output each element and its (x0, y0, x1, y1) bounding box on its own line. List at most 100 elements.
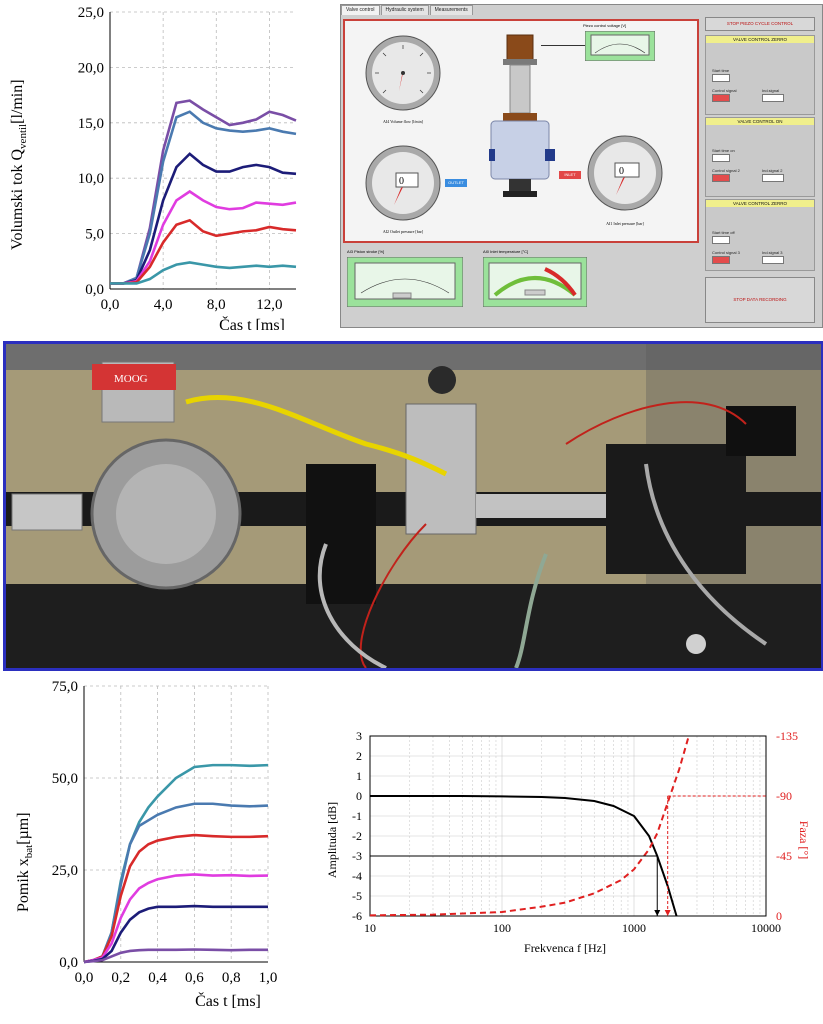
bode-ylabel-left: Amplituda [dB] (325, 802, 339, 878)
x-tick-label: 4,0 (154, 297, 173, 313)
displacement-chart: 0,0 25,0 50,0 75,0 0,0 0,2 0,4 0,6 0,8 1,0 Pomik … (15, 679, 278, 1010)
series-line (110, 110, 297, 285)
series-line (83, 904, 268, 964)
inlet-pressure-gauge: 0 AI1 Inlet pressure [bar] (587, 135, 663, 226)
y-tick-label: 75,0 (52, 679, 78, 695)
displacement-chart-xlabel: Čas t [ms] (195, 991, 261, 1010)
piezo-voltage-meter (585, 31, 655, 61)
moog-label: MOOG (114, 373, 148, 385)
piston-stroke-label: AI3 Piston stroke [%] (347, 249, 385, 254)
piezo-valve-illustration (489, 34, 555, 197)
x-tick-label: 1,0 (259, 970, 278, 986)
start-time-input[interactable] (712, 74, 730, 82)
start-time-input[interactable] (712, 236, 730, 244)
y-tick-label: -3 (352, 849, 362, 863)
annotation-90-arrow (664, 910, 671, 916)
series-line (83, 833, 269, 964)
control-signal-label: Control signal 3 (712, 250, 740, 255)
y-tick-label: 10,0 (78, 171, 104, 187)
bode-ylabel-right: Faza [°] (797, 821, 811, 859)
x-tick-label: 1000 (622, 921, 646, 935)
test-rig-photo: MOOG (3, 341, 823, 671)
x-tick-label: 10 (364, 921, 376, 935)
y-tick-label: 1 (356, 769, 362, 783)
section-title: VALVE CONTROL ZERRO (706, 200, 814, 207)
displacement-chart-ylabel: Pomik xbat[µm] (15, 812, 35, 912)
bode-xlabel: Frekvenca f [Hz] (524, 941, 606, 955)
series-line (83, 948, 268, 964)
phase-tick-label: -90 (776, 789, 792, 803)
section-title: VALVE CONTROL ON (706, 118, 814, 125)
inlet-temperature-label: AI0 Inlet temperature [°C] (483, 249, 529, 254)
series-line (110, 218, 297, 285)
valve-schematic-frame: AI4 Volume flow [l/min] 0 AI2 Outlet pre… (343, 19, 699, 243)
valve-control-zero-section-2: VALVE CONTROL ZERRO Start time off Contr… (705, 199, 815, 271)
ind-signal-label: Ind.signal (762, 88, 780, 93)
outlet-tag: OUTLET (445, 179, 467, 187)
start-time-input[interactable] (712, 154, 730, 162)
x-tick-label: 100 (493, 921, 511, 935)
x-tick-label: 0,6 (185, 970, 204, 986)
flow-chart-ylabel: Volumski tok Qventil[l/min] (9, 79, 29, 250)
x-tick-label: 8,0 (207, 297, 226, 313)
piezo-connector-line (541, 45, 585, 46)
inlet-tag: INLET (559, 171, 581, 179)
start-time-label: Start time on (712, 148, 735, 153)
control-signal-indicator[interactable] (712, 94, 730, 102)
ind-signal-field (762, 94, 784, 102)
stop-data-recording-button[interactable]: STOP DATA RECORDING (705, 277, 815, 323)
volume-flow-gauge: AI4 Volume flow [l/min] (365, 35, 441, 124)
ind-signal-field (762, 174, 784, 182)
control-signal-label: Control signal (712, 88, 737, 93)
phase-tick-label: -135 (776, 729, 798, 743)
start-time-label: Start time off (712, 230, 735, 235)
phase-tick-label: 0 (776, 909, 782, 923)
y-tick-label: 2 (356, 749, 362, 763)
x-tick-label: 0,0 (101, 297, 120, 313)
y-tick-label: -5 (352, 889, 362, 903)
inlet-pressure-label: AI1 Inlet pressure [bar] (606, 221, 644, 226)
x-tick-label: 0,4 (148, 970, 167, 986)
tab-measurements[interactable]: Measurements (429, 5, 473, 15)
stop-piezo-button[interactable]: STOP PIEZO CYCLE CONTROL (705, 17, 815, 31)
series-line (110, 189, 297, 285)
y-tick-label: 20,0 (78, 60, 104, 76)
x-tick-label: 0,8 (222, 970, 241, 986)
test-rig-illustration: MOOG (6, 344, 821, 668)
y-tick-label: 25,0 (78, 5, 104, 21)
valve-control-zero-section: VALVE CONTROL ZERRO Start time Control s… (705, 35, 815, 115)
x-tick-label: 0,0 (75, 970, 94, 986)
control-signal-indicator[interactable] (712, 256, 730, 264)
annotation-3db-arrow (654, 910, 661, 916)
tab-valve-control[interactable]: Valve control (341, 5, 380, 15)
control-signal-indicator[interactable] (712, 174, 730, 182)
inlet-temperature-meter (483, 257, 587, 307)
series-line (83, 873, 269, 964)
flow-chart-xlabel: Čas t [ms] (219, 315, 285, 330)
inlet-pressure-value: 0 (619, 166, 624, 177)
ind-signal-label: Ind.signal 3 (762, 250, 783, 255)
x-tick-label: 10000 (751, 921, 781, 935)
series-line (110, 261, 297, 285)
control-signal-label: Control signal 2 (712, 168, 740, 173)
x-tick-label: 12,0 (256, 297, 282, 313)
y-tick-label: 25,0 (52, 863, 78, 879)
ind-signal-label: Ind.signal 2 (762, 168, 783, 173)
y-tick-label: 5,0 (85, 227, 104, 243)
y-tick-label: 0 (356, 789, 362, 803)
tab-hydraulic-system[interactable]: Hydraulic system (380, 5, 429, 15)
y-tick-label: -4 (352, 869, 362, 883)
volume-flow-label: AI4 Volume flow [l/min] (383, 119, 424, 124)
flow-chart: 0,0 5,0 10,0 15,0 20,0 25,0 0,0 4,0 8,0 12,0 Volu… (9, 5, 297, 330)
plot-frame (369, 735, 767, 917)
y-tick-label: -1 (352, 809, 362, 823)
outlet-pressure-value: 0 (399, 176, 404, 187)
y-tick-label: 0,0 (59, 955, 78, 971)
y-tick-label: 0,0 (85, 282, 104, 298)
section-title: VALVE CONTROL ZERRO (706, 36, 814, 43)
series-line (110, 152, 297, 285)
piezo-voltage-label: Piezo control voltage [V] (583, 23, 627, 28)
amplitude-line (370, 795, 678, 917)
y-tick-label: 50,0 (52, 771, 78, 787)
